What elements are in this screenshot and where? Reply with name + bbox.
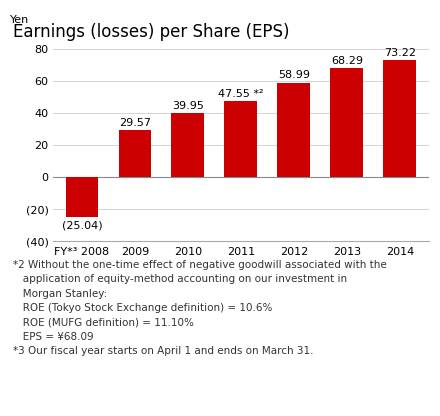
Bar <box>118 130 151 177</box>
Text: 73.22: 73.22 <box>384 48 416 58</box>
Text: *2 Without the one-time effect of negative goodwill associated with the
   appli: *2 Without the one-time effect of negati… <box>13 260 387 357</box>
Text: 47.55 *²: 47.55 *² <box>218 89 264 99</box>
Text: 58.99: 58.99 <box>278 70 310 80</box>
Bar <box>383 60 416 177</box>
Text: 68.29: 68.29 <box>331 56 363 66</box>
Text: Earnings (losses) per Share (EPS): Earnings (losses) per Share (EPS) <box>13 23 290 41</box>
Text: 39.95: 39.95 <box>172 101 204 111</box>
Bar <box>330 68 363 177</box>
Bar <box>278 83 310 177</box>
Bar <box>172 113 204 177</box>
Bar <box>66 177 99 217</box>
Text: Yen: Yen <box>10 15 29 25</box>
Text: (25.04): (25.04) <box>62 220 102 230</box>
Text: 29.57: 29.57 <box>119 118 151 128</box>
Bar <box>224 101 257 177</box>
